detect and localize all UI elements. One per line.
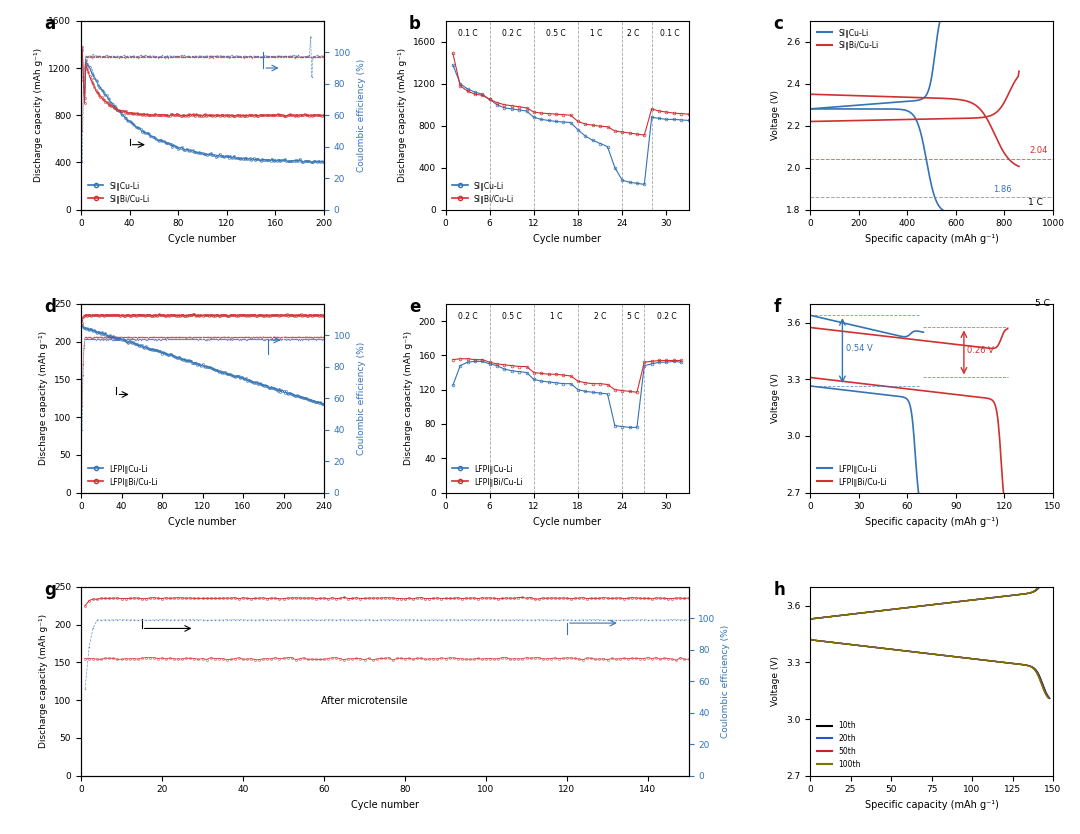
X-axis label: Specific capacity (mAh g⁻¹): Specific capacity (mAh g⁻¹) bbox=[865, 517, 998, 527]
Y-axis label: Coulombic efficiency (%): Coulombic efficiency (%) bbox=[356, 58, 365, 172]
X-axis label: Cycle number: Cycle number bbox=[351, 800, 419, 810]
Legend: SI∥Cu-Li, SI∥Bi/Cu-Li: SI∥Cu-Li, SI∥Bi/Cu-Li bbox=[85, 178, 152, 206]
Legend: 10th, 20th, 50th, 100th: 10th, 20th, 50th, 100th bbox=[814, 718, 864, 771]
X-axis label: Cycle number: Cycle number bbox=[534, 517, 600, 527]
Text: 0.5 C: 0.5 C bbox=[502, 313, 522, 321]
Text: a: a bbox=[44, 15, 56, 33]
Text: d: d bbox=[44, 299, 56, 316]
Text: 1 C: 1 C bbox=[591, 29, 603, 38]
Y-axis label: Discharge capacity (mAh g⁻¹): Discharge capacity (mAh g⁻¹) bbox=[40, 331, 49, 465]
Legend: LFPI∥Cu-Li, LFPI∥Bi/Cu-Li: LFPI∥Cu-Li, LFPI∥Bi/Cu-Li bbox=[449, 461, 526, 489]
Text: 2 C: 2 C bbox=[627, 29, 639, 38]
Legend: LFPI∥Cu-Li, LFPI∥Bi/Cu-Li: LFPI∥Cu-Li, LFPI∥Bi/Cu-Li bbox=[814, 461, 890, 489]
Text: 0.1 C: 0.1 C bbox=[458, 29, 477, 38]
Y-axis label: Voltage (V): Voltage (V) bbox=[771, 374, 781, 423]
X-axis label: Specific capacity (mAh g⁻¹): Specific capacity (mAh g⁻¹) bbox=[865, 800, 998, 810]
Text: 1 C: 1 C bbox=[550, 313, 563, 321]
Text: After microtensile: After microtensile bbox=[321, 696, 408, 706]
X-axis label: Cycle number: Cycle number bbox=[534, 234, 600, 244]
Text: 1 C: 1 C bbox=[1028, 198, 1043, 208]
Y-axis label: Discharge capacity (mAh g⁻¹): Discharge capacity (mAh g⁻¹) bbox=[399, 48, 407, 183]
Text: 0.5 C: 0.5 C bbox=[546, 29, 566, 38]
Text: 5 C: 5 C bbox=[627, 313, 639, 321]
Text: h: h bbox=[773, 581, 785, 600]
Y-axis label: Voltage (V): Voltage (V) bbox=[771, 656, 781, 706]
Text: g: g bbox=[44, 581, 56, 600]
Y-axis label: Discharge capacity (mAh g⁻¹): Discharge capacity (mAh g⁻¹) bbox=[40, 614, 49, 748]
Text: 0.2 C: 0.2 C bbox=[502, 29, 522, 38]
Text: f: f bbox=[773, 299, 781, 316]
Y-axis label: Voltage (V): Voltage (V) bbox=[771, 90, 781, 140]
Text: 0.2 C: 0.2 C bbox=[657, 313, 676, 321]
X-axis label: Cycle number: Cycle number bbox=[168, 234, 237, 244]
Y-axis label: Discharge capacity (mAh g⁻¹): Discharge capacity (mAh g⁻¹) bbox=[33, 48, 43, 183]
Text: 0.1 C: 0.1 C bbox=[660, 29, 680, 38]
Text: b: b bbox=[409, 15, 421, 33]
Y-axis label: Coulombic efficiency (%): Coulombic efficiency (%) bbox=[356, 342, 365, 455]
Text: 0.2 C: 0.2 C bbox=[458, 313, 477, 321]
Legend: LFPI∥Cu-Li, LFPI∥Bi/Cu-Li: LFPI∥Cu-Li, LFPI∥Bi/Cu-Li bbox=[85, 461, 161, 489]
Text: 5 C: 5 C bbox=[1035, 299, 1050, 308]
X-axis label: Cycle number: Cycle number bbox=[168, 517, 237, 527]
Text: 2.04: 2.04 bbox=[1029, 146, 1048, 155]
Y-axis label: Discharge capacity (mAh g⁻¹): Discharge capacity (mAh g⁻¹) bbox=[404, 331, 413, 465]
Legend: SI∥Cu-Li, SI∥Bi/Cu-Li: SI∥Cu-Li, SI∥Bi/Cu-Li bbox=[449, 178, 517, 206]
Text: 1.86: 1.86 bbox=[994, 185, 1012, 193]
Text: 0.54 V: 0.54 V bbox=[846, 344, 873, 353]
Text: e: e bbox=[409, 299, 420, 316]
Y-axis label: Coulombic efficiency (%): Coulombic efficiency (%) bbox=[721, 625, 730, 738]
X-axis label: Specific capacity (mAh g⁻¹): Specific capacity (mAh g⁻¹) bbox=[865, 234, 998, 244]
Legend: SI∥Cu-Li, SI∥Bi/Cu-Li: SI∥Cu-Li, SI∥Bi/Cu-Li bbox=[814, 25, 881, 53]
Text: 0.26 V: 0.26 V bbox=[968, 346, 994, 355]
Text: 2 C: 2 C bbox=[594, 313, 606, 321]
Text: c: c bbox=[773, 15, 783, 33]
